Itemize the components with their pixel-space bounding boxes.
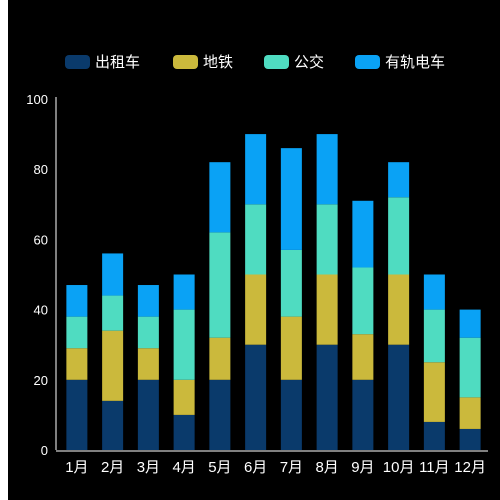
bar-segment[interactable] <box>423 362 445 422</box>
bar-segment[interactable] <box>137 285 159 317</box>
bar-segment[interactable] <box>245 134 267 205</box>
bar-segment[interactable] <box>209 337 231 380</box>
bar-segment[interactable] <box>66 316 88 349</box>
y-tick-label: 100 <box>26 92 48 107</box>
bar-segment[interactable] <box>102 400 124 450</box>
legend-swatch <box>264 55 289 69</box>
x-tick-label: 3月 <box>137 459 160 476</box>
x-tick-label: 9月 <box>351 459 374 476</box>
bar-segment[interactable] <box>316 134 338 205</box>
legend-swatch <box>65 55 90 69</box>
x-tick-label: 6月 <box>244 459 267 476</box>
bar-segment[interactable] <box>137 316 159 349</box>
bar-segment[interactable] <box>66 348 88 380</box>
x-tick-label: 5月 <box>208 459 231 476</box>
bar-segment[interactable] <box>316 204 338 275</box>
bar-segment[interactable] <box>102 295 124 331</box>
y-tick-label: 40 <box>34 303 48 318</box>
stacked-bar-chart: 出租车 地铁 公交 有轨电车 0 20 40 60 80 100 1月 2月 3月 4月 5月 6月 7月 8… <box>26 53 488 476</box>
bar-segment[interactable] <box>388 162 410 198</box>
y-tick-label: 60 <box>34 232 48 247</box>
x-tick-label: 2月 <box>101 459 124 476</box>
legend-item[interactable]: 公交 <box>264 53 324 71</box>
bar-segment[interactable] <box>352 267 374 335</box>
bar-segment[interactable] <box>280 148 302 250</box>
y-tick-label: 0 <box>41 443 48 458</box>
bar-segment[interactable] <box>137 379 159 450</box>
bar-segment[interactable] <box>316 274 338 345</box>
bar-segment[interactable] <box>352 379 374 450</box>
bar-segment[interactable] <box>209 232 231 338</box>
x-tick-label: 4月 <box>172 459 195 476</box>
bar-segment[interactable] <box>423 421 445 450</box>
x-tick-label: 11月 <box>419 459 450 476</box>
bar-segment[interactable] <box>280 316 302 380</box>
bar-segment[interactable] <box>209 379 231 450</box>
x-tick-label: 8月 <box>315 459 338 476</box>
x-tick-label: 7月 <box>280 459 303 476</box>
bar-segment[interactable] <box>173 414 195 450</box>
y-tick-label: 20 <box>34 373 48 388</box>
y-axis: 0 20 40 60 80 100 <box>26 92 57 458</box>
bar-segment[interactable] <box>173 309 195 380</box>
legend-item[interactable]: 地铁 <box>173 54 233 71</box>
bar-segment[interactable] <box>459 428 481 450</box>
bar-segment[interactable] <box>173 274 195 310</box>
bar-segment[interactable] <box>245 204 267 275</box>
bar-segment[interactable] <box>316 344 338 450</box>
bar-segment[interactable] <box>102 253 124 296</box>
bar-segment[interactable] <box>245 344 267 450</box>
x-tick-label: 10月 <box>383 459 415 476</box>
bar-segment[interactable] <box>66 285 88 317</box>
legend: 出租车 地铁 公交 有轨电车 <box>65 53 445 71</box>
chart-background: 出租车 地铁 公交 有轨电车 0 20 40 60 80 100 1月 2月 3月 4月 5月 6月 7月 8… <box>8 0 500 500</box>
bar-segment[interactable] <box>245 274 267 345</box>
bar-area <box>66 134 481 450</box>
legend-label: 出租车 <box>95 54 140 71</box>
bar-segment[interactable] <box>137 348 159 380</box>
bar-segment[interactable] <box>352 334 374 380</box>
bar-segment[interactable] <box>423 309 445 363</box>
x-tick-label: 12月 <box>454 459 486 476</box>
bar-segment[interactable] <box>388 197 410 275</box>
y-tick-label: 80 <box>34 162 48 177</box>
bar-segment[interactable] <box>209 162 231 233</box>
x-tick-label: 1月 <box>65 459 88 476</box>
legend-label: 公交 <box>294 53 324 71</box>
bar-segment[interactable] <box>173 379 195 415</box>
bar-segment[interactable] <box>459 309 481 338</box>
bar-segment[interactable] <box>280 249 302 317</box>
legend-item[interactable]: 有轨电车 <box>355 54 445 71</box>
bar-segment[interactable] <box>459 337 481 398</box>
legend-item[interactable]: 出租车 <box>65 54 140 71</box>
bar-segment[interactable] <box>459 397 481 429</box>
legend-swatch <box>355 55 380 69</box>
legend-label: 地铁 <box>203 54 233 71</box>
legend-swatch <box>173 55 198 69</box>
legend-label: 有轨电车 <box>385 54 445 71</box>
bar-segment[interactable] <box>388 344 410 450</box>
bar-segment[interactable] <box>352 200 374 268</box>
bar-segment[interactable] <box>388 274 410 345</box>
bar-segment[interactable] <box>102 330 124 401</box>
bar-segment[interactable] <box>423 274 445 310</box>
bar-segment[interactable] <box>280 379 302 450</box>
bar-segment[interactable] <box>66 379 88 450</box>
x-axis: 1月 2月 3月 4月 5月 6月 7月 8月 9月 10月 11月 12月 <box>56 450 488 476</box>
